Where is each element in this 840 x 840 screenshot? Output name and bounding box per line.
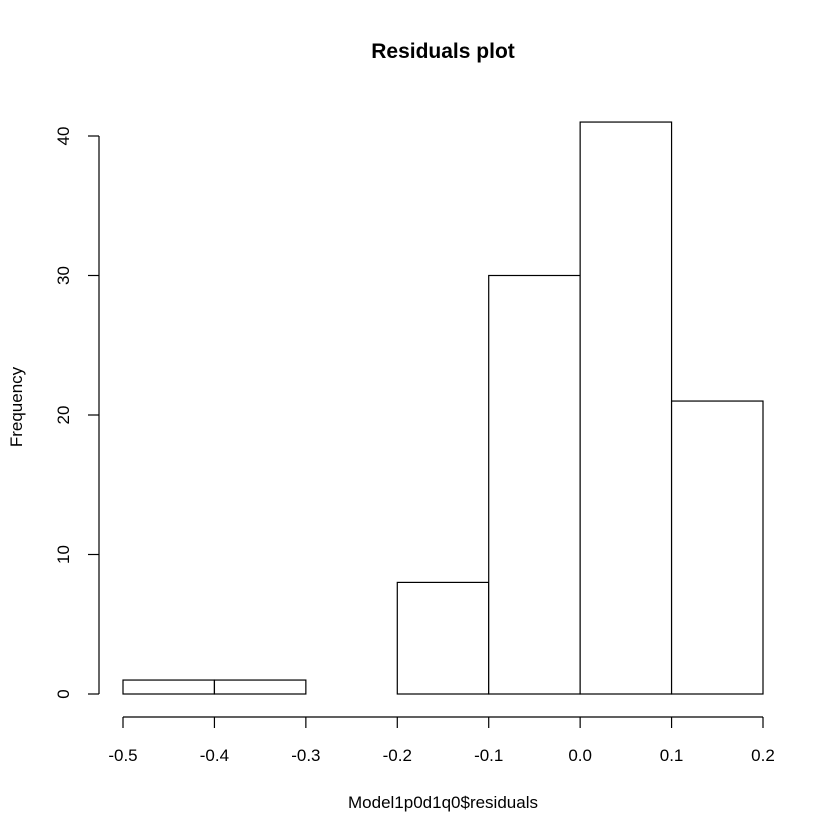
x-tick-label: -0.2 [383,746,412,765]
y-tick-label: 20 [54,406,73,425]
histogram-bar-0 [122,679,216,695]
x-tick-label: 0.1 [660,746,684,765]
y-tick-label: 30 [54,266,73,285]
x-tick-label: -0.4 [200,746,229,765]
histogram-bar-3 [396,581,490,695]
bars-layer [122,121,764,695]
x-axis-label: Model1p0d1q0$residuals [348,793,538,812]
x-tick-label: 0.2 [751,746,775,765]
x-tick-label: -0.5 [108,746,137,765]
y-tick-label: 0 [54,689,73,698]
chart-title: Residuals plot [371,40,515,63]
y-axis-label: Frequency [7,366,26,447]
histogram-bar-5 [579,121,673,695]
histogram-bar-1 [213,679,307,695]
y-axis: 0 10 20 30 40 [54,127,100,699]
histogram-bar-4 [488,274,581,695]
x-tick-label: -0.1 [474,746,503,765]
x-axis: -0.5 -0.4 -0.3 -0.2 -0.1 0.0 0.1 0.2 [108,716,775,765]
y-tick-label: 40 [54,127,73,146]
x-tick-label: 0.0 [568,746,592,765]
y-tick-label: 10 [54,545,73,564]
histogram-bar-6 [670,400,764,695]
x-tick-label: -0.3 [291,746,320,765]
